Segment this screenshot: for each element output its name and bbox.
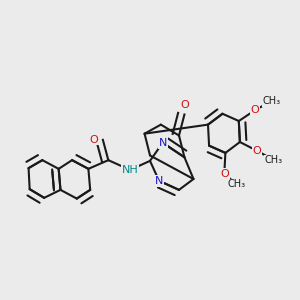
Text: O: O bbox=[253, 146, 261, 156]
Text: O: O bbox=[220, 169, 229, 178]
Text: CH₃: CH₃ bbox=[227, 179, 245, 189]
Text: O: O bbox=[251, 105, 260, 115]
Text: N: N bbox=[155, 176, 163, 186]
Text: O: O bbox=[180, 100, 189, 110]
Text: O: O bbox=[90, 135, 98, 145]
Text: NH: NH bbox=[122, 165, 138, 175]
Text: N: N bbox=[158, 138, 167, 148]
Text: CH₃: CH₃ bbox=[262, 96, 280, 106]
Text: CH₃: CH₃ bbox=[265, 155, 283, 165]
